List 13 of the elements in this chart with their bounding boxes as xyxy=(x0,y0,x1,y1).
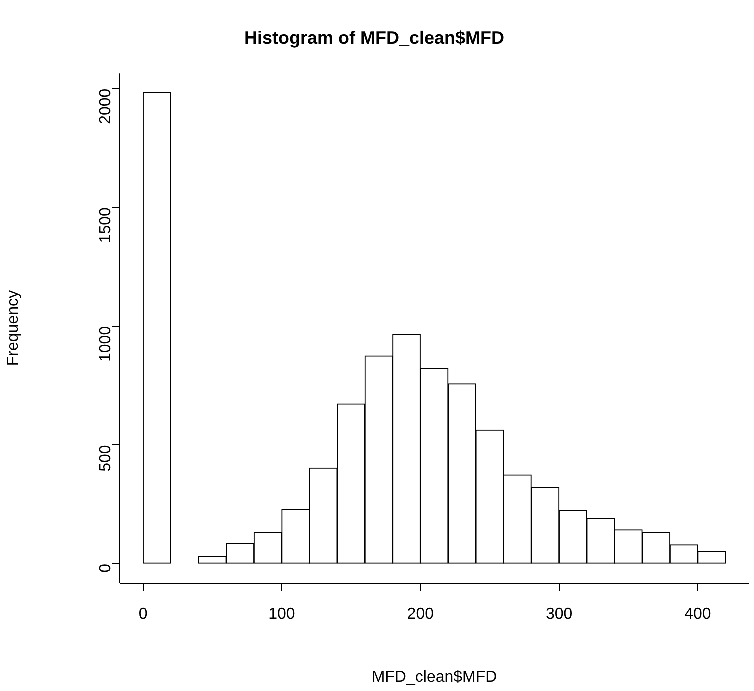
y-axis-title: Frequency xyxy=(5,290,22,366)
x-tick-label: 100 xyxy=(268,606,296,624)
y-tick-label: 1500 xyxy=(97,208,114,244)
y-tick-label: 2000 xyxy=(97,88,114,124)
x-tick-label: 300 xyxy=(546,606,573,624)
x-tick-label: 200 xyxy=(407,606,434,624)
y-tick-label: 500 xyxy=(97,445,114,472)
x-axis-title: MFD_clean$MFD xyxy=(372,668,498,686)
x-tick-label: 400 xyxy=(684,606,712,624)
x-tick-label: 0 xyxy=(138,606,148,624)
y-tick-label: 1000 xyxy=(97,326,114,362)
chart-title: Histogram of MFD_clean$MFD xyxy=(244,28,505,48)
y-tick-label: 0 xyxy=(97,564,114,573)
